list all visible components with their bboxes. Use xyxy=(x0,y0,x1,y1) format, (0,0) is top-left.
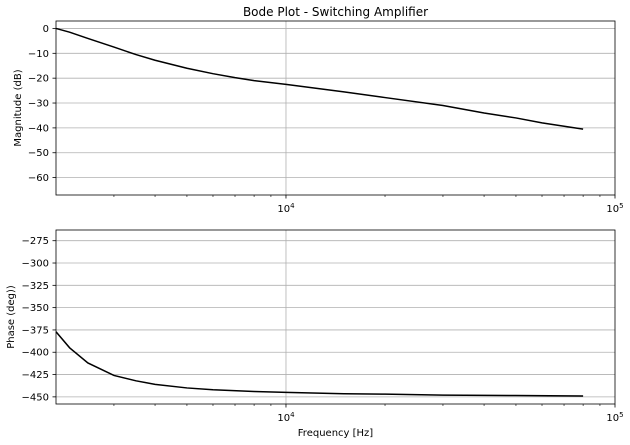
phase-ytick-label-3: −350 xyxy=(22,303,49,314)
magnitude-axes: 0 −10 −20 −30 −40 −50 −60 104 105 Bode Plot - Swi… xyxy=(13,5,624,215)
phase-xtick-label-1: 105 xyxy=(606,411,623,424)
phase-xtick-label-0: 104 xyxy=(277,411,295,424)
magnitude-xtick-label-0: 104 xyxy=(277,202,295,215)
magnitude-frame xyxy=(55,20,616,196)
phase-frame xyxy=(55,229,616,405)
magnitude-ytick-label-0: 0 xyxy=(43,24,49,35)
phase-ytick-label-1: −300 xyxy=(22,259,49,270)
phase-ylabel: Phase (deg)) xyxy=(6,285,17,349)
magnitude-ytick-label-3: −30 xyxy=(28,99,49,110)
magnitude-xtick-label-1: 105 xyxy=(606,202,623,215)
phase-ytick-label-0: −275 xyxy=(22,236,49,247)
magnitude-ytick-label-2: −20 xyxy=(28,74,49,85)
magnitude-ytick-label-1: −10 xyxy=(28,49,49,60)
phase-xlabel: Frequency [Hz] xyxy=(298,428,374,439)
magnitude-ytick-label-6: −60 xyxy=(28,173,49,184)
phase-ytick-label-5: −400 xyxy=(22,348,49,359)
magnitude-ytick-label-4: −40 xyxy=(28,123,49,134)
magnitude-series-line xyxy=(55,27,584,130)
phase-ytick-label-7: −450 xyxy=(22,392,49,403)
phase-ytick-label-6: −425 xyxy=(22,370,49,381)
phase-series-line xyxy=(55,331,584,397)
phase-axes: −275 −300 −325 −350 −375 −400 −425 −450 104 105 Ph… xyxy=(6,229,624,439)
magnitude-ytick-label-5: −50 xyxy=(28,148,49,159)
phase-ytick-label-2: −325 xyxy=(22,281,49,292)
magnitude-title: Bode Plot - Switching Amplifier xyxy=(243,5,428,19)
magnitude-ylabel: Magnitude (dB) xyxy=(13,69,24,146)
phase-ytick-label-4: −375 xyxy=(22,325,49,336)
